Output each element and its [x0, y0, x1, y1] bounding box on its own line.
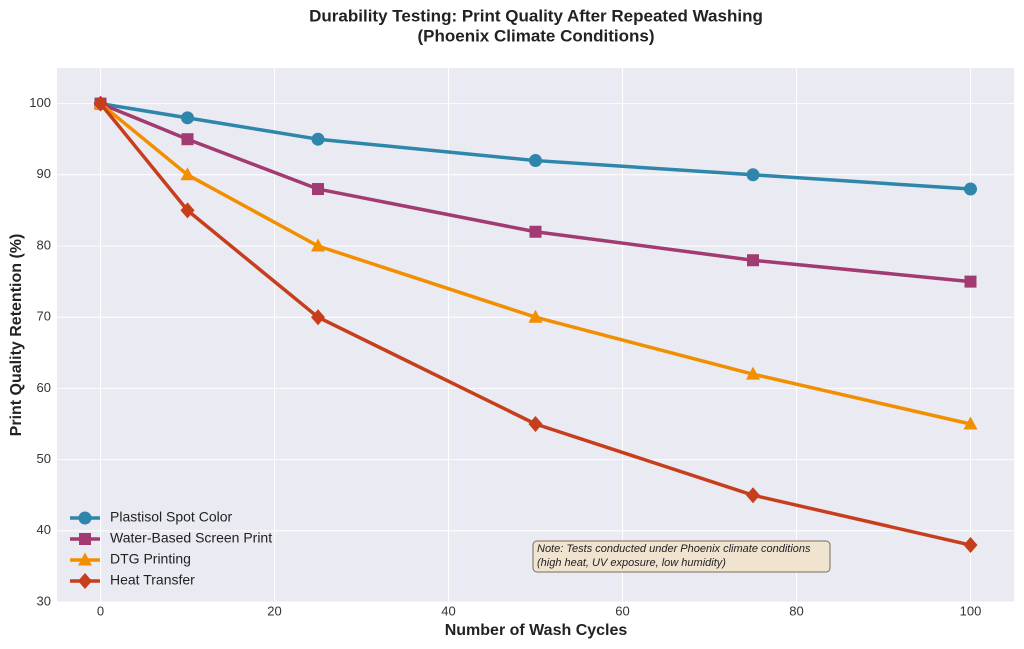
- marker: [79, 533, 91, 545]
- chart-title: Durability Testing: Print Quality After …: [309, 6, 763, 25]
- series-line: [99, 102, 971, 547]
- series-line: [99, 101, 971, 284]
- marker: [180, 167, 195, 181]
- y-tick-label: 30: [37, 593, 51, 608]
- marker: [746, 487, 760, 504]
- marker: [312, 183, 324, 196]
- y-tick-label: 90: [37, 166, 51, 181]
- marker: [93, 95, 108, 112]
- y-tick-label: 80: [37, 237, 51, 252]
- x-tick-label: 100: [960, 603, 982, 618]
- y-tick-label: 60: [37, 380, 51, 395]
- note-text: Note: Tests conducted under Phoenix clim…: [537, 543, 811, 555]
- note-text: (high heat, UV exposure, low humidity): [537, 557, 726, 569]
- legend-label: DTG Printing: [110, 551, 191, 567]
- marker: [746, 168, 760, 182]
- note-box: [532, 540, 831, 573]
- marker: [311, 309, 325, 326]
- marker: [747, 254, 759, 267]
- marker: [963, 416, 978, 430]
- y-tick-label: 70: [37, 309, 51, 324]
- legend-label: Heat Transfer: [110, 572, 195, 588]
- marker: [181, 133, 194, 146]
- x-tick-label: 80: [789, 603, 803, 618]
- marker: [78, 511, 92, 525]
- marker: [180, 202, 195, 219]
- marker: [746, 366, 760, 380]
- marker: [963, 537, 978, 554]
- y-axis-title: Print Quality Retention (%): [8, 234, 25, 437]
- y-tick-label: 40: [37, 522, 51, 537]
- legend-label: Water-Based Screen Print: [110, 530, 272, 546]
- chart-title: (Phoenix Climate Conditions): [417, 26, 654, 45]
- x-tick-label: 0: [97, 603, 104, 618]
- x-axis-title: Number of Wash Cycles: [445, 622, 628, 639]
- marker: [529, 154, 542, 168]
- series-line: [100, 101, 971, 191]
- marker: [311, 132, 325, 146]
- legend-label: Plastisol Spot Color: [110, 509, 233, 525]
- marker: [78, 573, 92, 589]
- marker: [964, 182, 977, 196]
- x-tick-label: 60: [615, 603, 629, 618]
- marker: [311, 238, 325, 252]
- marker: [528, 416, 543, 432]
- series-line: [99, 102, 971, 426]
- y-tick-label: 100: [29, 95, 51, 110]
- x-tick-label: 40: [441, 603, 455, 618]
- y-tick-label: 50: [37, 451, 51, 466]
- marker: [528, 309, 543, 323]
- marker: [529, 225, 542, 238]
- marker: [78, 552, 92, 566]
- marker: [181, 111, 194, 125]
- marker: [964, 275, 977, 288]
- x-tick-label: 20: [267, 603, 281, 618]
